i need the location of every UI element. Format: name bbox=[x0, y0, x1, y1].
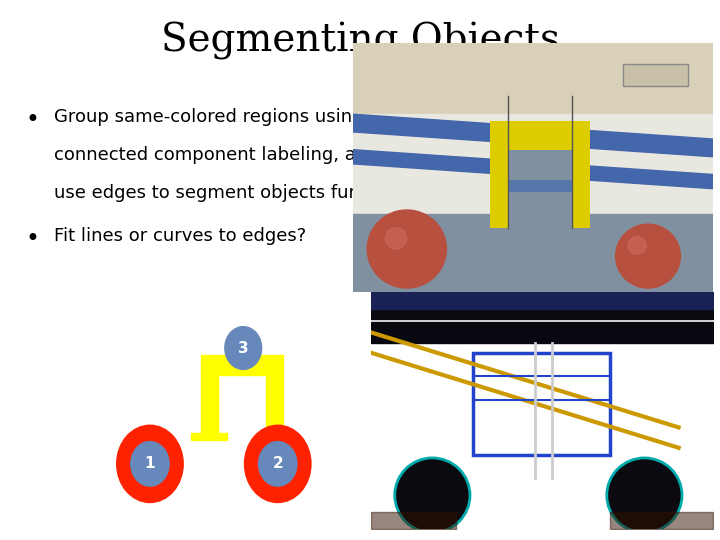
Bar bbox=[508, 180, 572, 192]
Circle shape bbox=[131, 442, 169, 486]
Polygon shape bbox=[353, 213, 713, 292]
Text: 1: 1 bbox=[145, 456, 156, 471]
Circle shape bbox=[225, 327, 261, 369]
Bar bbox=[266, 375, 283, 434]
Text: 2: 2 bbox=[272, 456, 283, 471]
Circle shape bbox=[395, 458, 470, 532]
Text: •: • bbox=[25, 227, 39, 251]
Circle shape bbox=[385, 228, 407, 249]
Text: Fit lines or curves to edges?: Fit lines or curves to edges? bbox=[54, 227, 306, 245]
Text: connected component labeling, and: connected component labeling, and bbox=[54, 146, 379, 164]
Polygon shape bbox=[353, 150, 713, 188]
Polygon shape bbox=[353, 114, 713, 213]
Circle shape bbox=[616, 224, 680, 288]
Circle shape bbox=[367, 210, 446, 288]
Bar bbox=[201, 375, 217, 434]
Bar bbox=[474, 353, 610, 455]
Circle shape bbox=[628, 237, 647, 254]
Text: Group same-colored regions using: Group same-colored regions using bbox=[54, 108, 364, 126]
Circle shape bbox=[258, 442, 297, 486]
Bar bbox=[490, 122, 590, 228]
Polygon shape bbox=[353, 43, 713, 114]
Bar bbox=[201, 355, 283, 375]
Text: 3: 3 bbox=[238, 341, 248, 355]
Bar bbox=[623, 64, 688, 86]
Text: •: • bbox=[25, 108, 39, 132]
Bar bbox=[257, 433, 293, 440]
Circle shape bbox=[245, 426, 311, 502]
Bar bbox=[508, 150, 572, 228]
Polygon shape bbox=[353, 114, 713, 157]
Circle shape bbox=[117, 426, 183, 502]
Bar bbox=[191, 433, 227, 440]
Text: use edges to segment objects further?: use edges to segment objects further? bbox=[54, 184, 402, 201]
Circle shape bbox=[607, 458, 682, 532]
Text: Segmenting Objects: Segmenting Objects bbox=[161, 22, 559, 59]
